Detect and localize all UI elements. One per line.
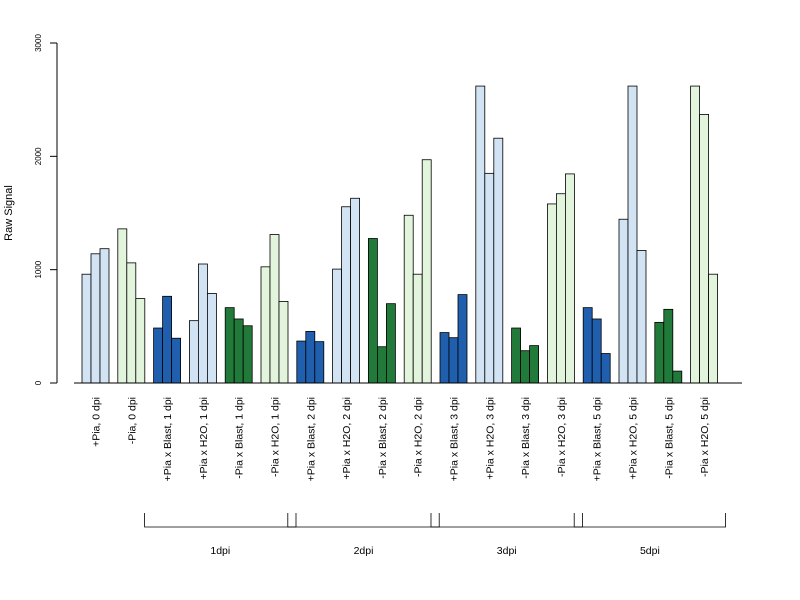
bar (618, 218, 629, 384)
bar (224, 307, 235, 384)
group-label: 5dpi (640, 545, 660, 557)
bar (439, 332, 450, 384)
bar (117, 228, 128, 384)
category-label: -Pia, 0 dpi (126, 397, 138, 444)
group-bracket (144, 513, 297, 528)
bar (556, 193, 566, 384)
bar (484, 172, 495, 384)
bar (242, 325, 253, 384)
bar (126, 262, 137, 384)
bar (81, 273, 92, 384)
group-bracket (430, 513, 583, 528)
category-label: -Pia x Blast, 1 dpi (234, 397, 246, 479)
bar (600, 353, 611, 384)
category-label: +Pia x H2O, 5 dpi (628, 397, 640, 480)
bar (162, 295, 173, 384)
bar (376, 346, 387, 384)
bar (627, 85, 638, 384)
y-axis-label: Raw Signal (3, 185, 15, 241)
bar (403, 214, 414, 384)
bar (90, 253, 101, 384)
category-label: -Pia x H2O, 3 dpi (556, 397, 568, 477)
bar (582, 307, 593, 384)
bar (99, 248, 110, 384)
bar (188, 320, 199, 384)
bar (278, 300, 289, 384)
bar (269, 234, 280, 384)
bars (81, 85, 718, 384)
category-label: +Pia x Blast, 3 dpi (449, 397, 461, 481)
category-label: -Pia x H2O, 1 dpi (270, 397, 282, 477)
bar (135, 298, 146, 384)
bar (672, 370, 683, 384)
bar (529, 345, 539, 384)
bar (206, 293, 217, 384)
group-label: 1dpi (210, 545, 230, 557)
group-label: 2dpi (354, 545, 374, 557)
bar (421, 159, 432, 384)
bar (457, 294, 468, 384)
bar (493, 137, 504, 384)
category-label: +Pia x H2O, 3 dpi (484, 397, 496, 480)
bar (332, 268, 343, 384)
bar (511, 327, 522, 384)
bar (591, 318, 602, 384)
bar (663, 308, 674, 384)
bar (520, 350, 530, 384)
bar (547, 203, 557, 384)
bar (636, 249, 647, 384)
group-label: 3dpi (497, 545, 517, 557)
bar (699, 114, 709, 384)
category-label: +Pia, 0 dpi (91, 397, 103, 447)
group-bracket (573, 513, 726, 528)
y-tick-label: 2000 (34, 147, 43, 165)
bar (654, 321, 665, 384)
y-tick-label: 3000 (34, 34, 43, 52)
bar (448, 337, 459, 384)
bar (153, 327, 164, 384)
category-label: +Pia x Blast, 2 dpi (305, 397, 317, 481)
bar (690, 85, 700, 384)
category-label: +Pia x H2O, 2 dpi (341, 397, 353, 480)
bar (233, 318, 244, 384)
bar (385, 303, 396, 384)
category-label: -Pia x Blast, 2 dpi (377, 397, 389, 479)
y-tick-label: 1000 (34, 260, 43, 278)
bar (708, 273, 718, 384)
y-axis: 0 1000 2000 3000 (34, 34, 58, 385)
category-labels: +Pia, 0 dpi -Pia, 0 dpi +Pia x Blast, 1 dp… (91, 397, 712, 481)
bar (314, 341, 325, 384)
category-label: +Pia x Blast, 1 dpi (162, 397, 174, 481)
category-label: -Pia x H2O, 2 dpi (413, 397, 425, 477)
category-label: +Pia x H2O, 1 dpi (198, 397, 210, 480)
bar (412, 273, 423, 384)
bar (197, 263, 208, 384)
category-label: -Pia x H2O, 5 dpi (699, 397, 711, 477)
bar (341, 206, 352, 384)
bar (305, 331, 316, 384)
bar (367, 238, 378, 384)
bar (171, 337, 182, 384)
bar (350, 197, 361, 384)
group-bracket (287, 513, 440, 528)
y-tick-label: 0 (34, 380, 43, 385)
bar (565, 173, 575, 384)
category-label: -Pia x Blast, 3 dpi (520, 397, 532, 479)
category-label: +Pia x Blast, 5 dpi (592, 397, 604, 481)
bar (260, 266, 271, 384)
bar (296, 340, 307, 384)
category-label: -Pia x Blast, 5 dpi (663, 397, 675, 479)
bar (475, 85, 486, 384)
group-brackets: 1dpi 2dpi 3dpi 5dpi (144, 513, 726, 557)
